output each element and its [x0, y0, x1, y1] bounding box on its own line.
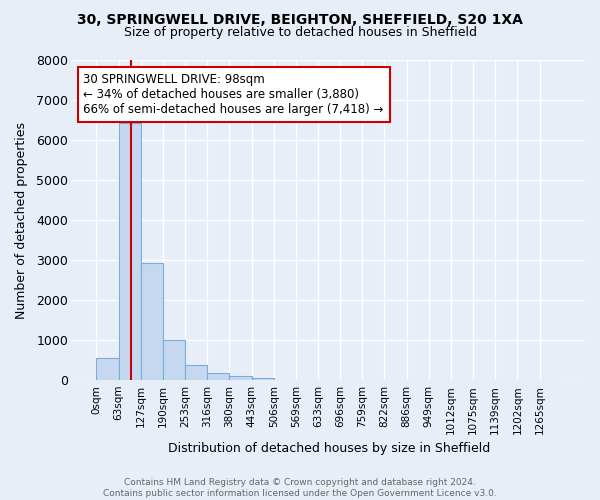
Text: 30, SPRINGWELL DRIVE, BEIGHTON, SHEFFIELD, S20 1XA: 30, SPRINGWELL DRIVE, BEIGHTON, SHEFFIEL… — [77, 12, 523, 26]
Y-axis label: Number of detached properties: Number of detached properties — [15, 122, 28, 318]
Bar — [141, 263, 163, 380]
Bar — [163, 340, 185, 380]
Bar — [251, 378, 274, 380]
Bar — [97, 358, 119, 380]
Bar — [185, 366, 207, 380]
Text: Size of property relative to detached houses in Sheffield: Size of property relative to detached ho… — [124, 26, 476, 39]
Text: 30 SPRINGWELL DRIVE: 98sqm
← 34% of detached houses are smaller (3,880)
66% of s: 30 SPRINGWELL DRIVE: 98sqm ← 34% of deta… — [83, 73, 384, 116]
Text: Contains HM Land Registry data © Crown copyright and database right 2024.
Contai: Contains HM Land Registry data © Crown c… — [103, 478, 497, 498]
X-axis label: Distribution of detached houses by size in Sheffield: Distribution of detached houses by size … — [168, 442, 490, 455]
Bar — [229, 376, 251, 380]
Bar — [207, 374, 229, 380]
Bar — [119, 123, 141, 380]
